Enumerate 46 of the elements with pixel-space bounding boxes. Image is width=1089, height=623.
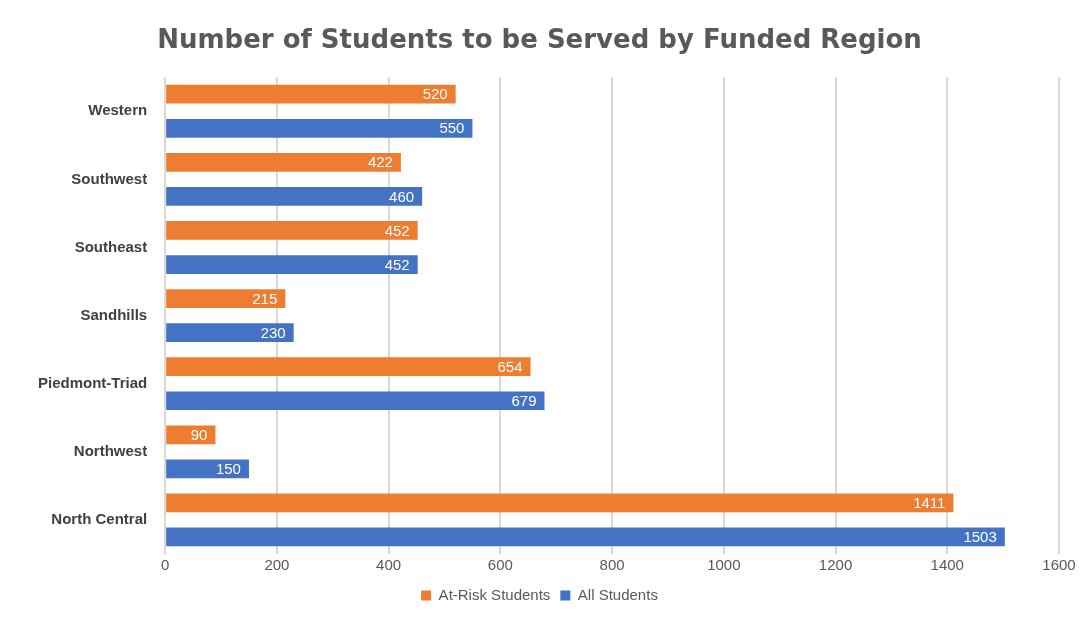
legend-label: All Students [577,585,658,603]
x-tick-label: 1200 [818,556,853,574]
y-tick-label: North Central [51,510,148,528]
bar [166,187,423,206]
y-tick-label: Southeast [74,237,148,255]
x-tick-label: 400 [376,556,402,574]
bar [166,255,418,274]
bar [166,527,1005,547]
legend-label: At-Risk Students [438,585,551,603]
data-label: 230 [260,323,286,341]
data-label: 1503 [963,528,997,546]
bar [166,459,249,479]
data-label: 150 [215,460,241,477]
data-label: 452 [384,221,410,239]
data-label: 215 [252,289,278,307]
bar [166,84,456,104]
bar [166,221,418,240]
bar [166,289,286,308]
data-label: 679 [511,391,537,409]
bar [166,493,954,513]
y-tick-label: Southwest [71,169,148,187]
data-label: 520 [422,85,448,103]
data-label: 654 [497,357,523,375]
x-tick-label: 0 [161,556,170,574]
bar [166,118,473,138]
data-label: 550 [439,119,465,137]
data-label: 422 [367,153,393,171]
y-tick-label: Northwest [73,441,148,459]
bar [166,391,545,411]
data-label: 460 [389,187,415,205]
data-label: 1411 [913,494,946,512]
x-tick-label: 600 [487,556,513,574]
y-tick-label: Piedmont-Triad [37,373,148,391]
chart-title: Number of Students to be Served by Funded Region [157,24,922,55]
y-tick-label: Western [88,101,148,119]
x-tick-label: 200 [264,556,290,574]
x-tick-label: 1000 [707,556,741,574]
bar [166,323,294,342]
data-label: 452 [384,255,410,273]
x-tick-label: 800 [599,556,625,574]
bar [166,357,531,377]
data-label: 90 [190,425,208,443]
x-tick-label: 1400 [930,556,964,574]
y-tick-label: Sandhills [80,305,148,323]
x-tick-label: 1600 [1042,556,1076,574]
bar [166,152,401,172]
